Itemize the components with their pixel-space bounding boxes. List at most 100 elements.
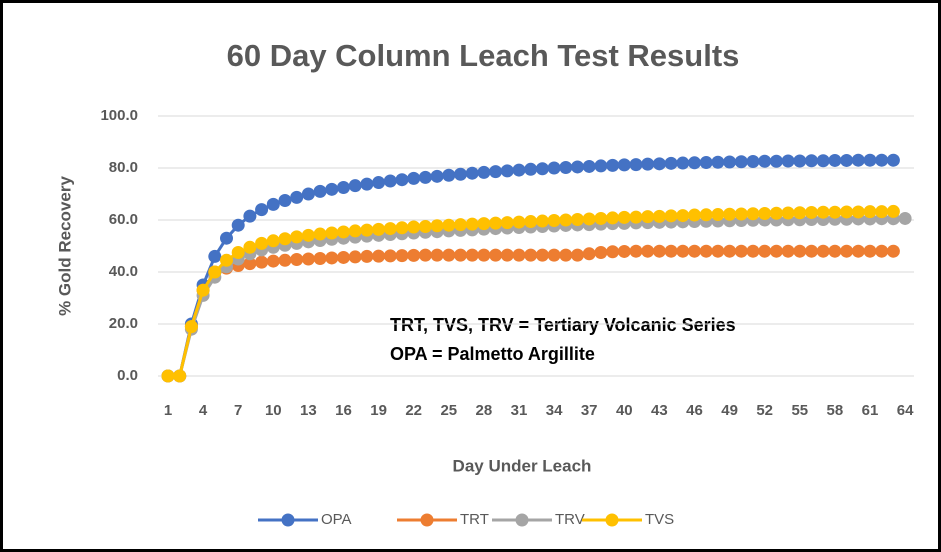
data-point — [781, 244, 795, 258]
data-point — [582, 247, 596, 261]
data-point — [313, 251, 327, 265]
data-point — [629, 244, 643, 258]
data-point — [594, 159, 608, 173]
x-tick-label: 58 — [827, 402, 844, 419]
data-point — [430, 219, 444, 233]
data-point — [875, 244, 889, 258]
y-tick-label: 40.0 — [109, 263, 138, 280]
data-point — [723, 244, 737, 258]
data-point — [301, 228, 315, 242]
data-point — [418, 220, 432, 233]
data-point — [184, 320, 198, 334]
data-point — [840, 205, 854, 219]
data-point — [886, 244, 900, 258]
data-point — [629, 158, 643, 172]
annotation: TRT, TVS, TRV = Tertiary Volcanic Series — [390, 315, 736, 335]
data-point — [372, 222, 386, 236]
data-point — [746, 244, 760, 258]
data-point — [489, 216, 503, 230]
data-point — [337, 225, 350, 239]
data-point — [278, 232, 292, 246]
x-tick-label: 61 — [862, 402, 879, 419]
data-point — [828, 244, 842, 258]
data-point — [664, 209, 678, 223]
data-point — [360, 177, 374, 191]
data-point — [255, 203, 269, 217]
data-point — [898, 211, 912, 225]
data-point — [746, 207, 760, 221]
x-tick-label: 13 — [300, 402, 317, 419]
data-point — [851, 205, 865, 219]
data-point — [699, 208, 713, 222]
data-point — [606, 211, 620, 225]
data-point — [886, 204, 900, 218]
x-tick-label: 25 — [440, 402, 457, 419]
data-point — [805, 244, 818, 258]
data-point — [465, 166, 479, 180]
data-point — [430, 248, 444, 262]
x-tick-label: 55 — [791, 402, 808, 419]
x-tick-label: 52 — [756, 402, 773, 419]
data-point — [746, 155, 760, 168]
data-point — [863, 205, 877, 219]
data-point — [477, 217, 491, 231]
y-tick-label: 60.0 — [109, 211, 138, 228]
data-point — [512, 163, 526, 177]
data-point — [489, 248, 503, 262]
data-point — [571, 248, 584, 262]
x-tick-label: 49 — [721, 402, 738, 419]
data-point — [828, 153, 842, 167]
legend-marker — [605, 513, 619, 527]
y-axis-label: % Gold Recovery — [55, 176, 74, 316]
legend-label: OPA — [321, 511, 352, 528]
x-tick-label: 7 — [234, 402, 242, 419]
data-point — [465, 248, 479, 262]
data-point — [734, 155, 748, 169]
data-point — [418, 170, 432, 184]
data-point — [337, 250, 350, 264]
data-point — [266, 234, 280, 248]
data-point — [512, 215, 526, 229]
data-point — [688, 244, 701, 258]
data-point — [173, 369, 187, 383]
x-tick-label: 37 — [581, 402, 598, 419]
data-point — [360, 223, 374, 237]
data-point — [454, 218, 467, 232]
data-point — [652, 157, 666, 171]
data-point — [851, 153, 865, 167]
data-point — [559, 248, 573, 262]
data-point — [348, 250, 362, 264]
data-point — [208, 249, 222, 263]
data-point — [500, 248, 514, 262]
data-point — [594, 211, 608, 225]
data-point — [758, 207, 772, 220]
data-point — [816, 205, 830, 219]
data-point — [547, 214, 561, 228]
data-point — [325, 251, 339, 265]
legend-label: TVS — [645, 511, 674, 528]
data-point — [559, 213, 573, 227]
annotation: OPA = Palmetto Argillite — [390, 344, 595, 364]
x-axis-label: Day Under Leach — [453, 456, 592, 475]
data-point — [863, 244, 877, 258]
data-point — [524, 162, 538, 176]
data-point — [711, 155, 725, 169]
data-point — [840, 244, 854, 258]
legend-marker — [515, 513, 529, 527]
data-point — [617, 158, 631, 172]
data-point — [793, 154, 807, 168]
data-point — [582, 159, 596, 173]
data-point — [395, 221, 409, 235]
y-tick-label: 80.0 — [109, 159, 138, 176]
legend-marker — [420, 513, 434, 527]
data-point — [851, 244, 865, 258]
data-point — [734, 244, 748, 258]
data-point — [805, 205, 818, 219]
data-point — [535, 248, 549, 262]
data-point — [758, 154, 772, 168]
data-point — [430, 169, 444, 183]
data-point — [325, 226, 339, 240]
data-point — [617, 210, 631, 224]
data-point — [652, 209, 666, 223]
